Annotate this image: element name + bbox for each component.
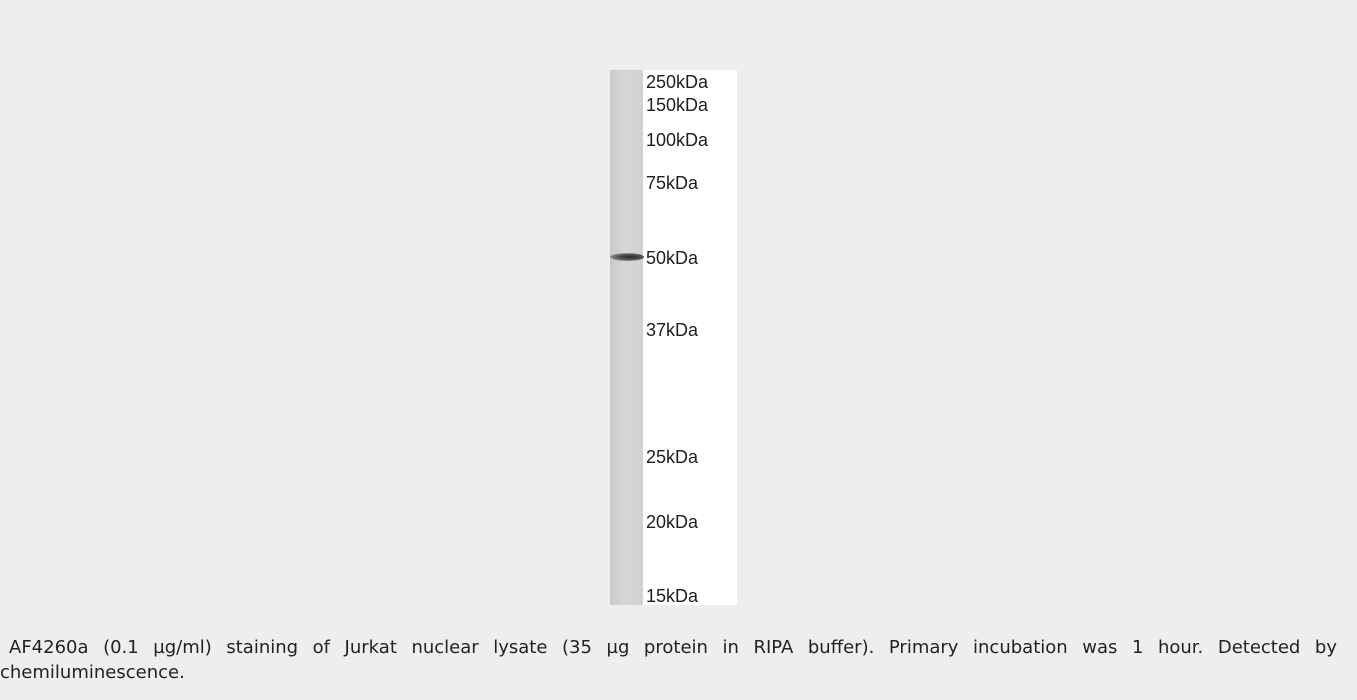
caption: AF4260a (0.1 µg/ml) staining of Jurkat n… — [0, 635, 1337, 685]
band — [610, 253, 644, 261]
lane — [610, 70, 643, 605]
marker-label: 150kDa — [646, 96, 708, 114]
marker-label: 15kDa — [646, 587, 698, 605]
marker-label: 250kDa — [646, 73, 708, 91]
marker-label: 20kDa — [646, 513, 698, 531]
marker-label: 50kDa — [646, 249, 698, 267]
page: {"blot": {"markers": ["250kDa", "150kDa"… — [0, 0, 1357, 700]
marker-label: 37kDa — [646, 321, 698, 339]
marker-label: 25kDa — [646, 448, 698, 466]
blot-image: 250kDa 150kDa 100kDa 75kDa 50kDa 37kDa 2… — [610, 70, 737, 605]
marker-label: 75kDa — [646, 174, 698, 192]
marker-label: 100kDa — [646, 131, 708, 149]
